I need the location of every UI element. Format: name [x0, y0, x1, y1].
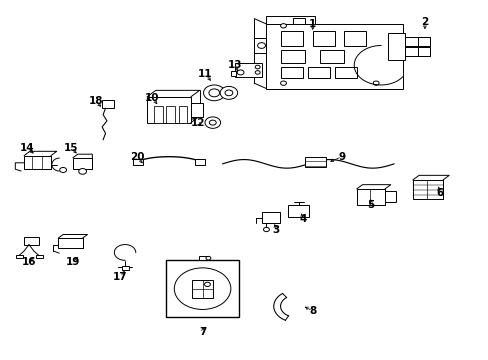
Bar [312, 31, 334, 45]
Bar [16, 255, 23, 258]
Bar [344, 31, 366, 45]
Circle shape [224, 90, 232, 96]
Bar [281, 67, 303, 78]
Bar [36, 255, 42, 258]
Circle shape [280, 24, 286, 28]
Text: 18: 18 [88, 96, 103, 106]
Text: 3: 3 [272, 225, 279, 235]
Bar [305, 157, 325, 167]
Bar [307, 67, 329, 78]
Bar [198, 256, 208, 260]
Circle shape [372, 81, 378, 85]
Text: 20: 20 [130, 152, 144, 162]
Bar [281, 50, 305, 63]
Bar [73, 158, 92, 168]
Text: 1: 1 [308, 19, 316, 29]
Text: 9: 9 [338, 152, 345, 162]
Bar [384, 192, 395, 202]
Bar [166, 106, 175, 123]
Text: 15: 15 [64, 143, 79, 153]
Bar [266, 24, 402, 89]
Bar [402, 47, 429, 56]
Bar [417, 47, 429, 56]
Text: 13: 13 [227, 60, 242, 70]
Text: 10: 10 [144, 93, 159, 103]
Circle shape [237, 70, 244, 75]
Bar [154, 106, 163, 123]
Bar [254, 39, 266, 53]
Bar [293, 18, 305, 24]
Bar [261, 212, 280, 223]
Bar [122, 266, 129, 270]
Circle shape [255, 65, 260, 69]
Circle shape [209, 120, 216, 125]
Bar [412, 180, 442, 199]
Circle shape [220, 86, 237, 99]
Bar [288, 205, 308, 217]
Circle shape [257, 42, 265, 48]
Circle shape [203, 85, 224, 101]
Bar [166, 260, 238, 317]
Circle shape [79, 168, 86, 174]
Circle shape [255, 71, 260, 74]
Bar [191, 280, 213, 298]
Bar [58, 238, 82, 248]
Text: 17: 17 [113, 272, 127, 282]
Bar [234, 63, 261, 77]
Text: 4: 4 [299, 215, 306, 224]
Bar [147, 97, 190, 123]
Bar [387, 33, 405, 60]
Bar [102, 100, 114, 108]
Circle shape [204, 117, 220, 129]
Bar [320, 50, 344, 63]
Text: 6: 6 [435, 188, 442, 198]
Bar [230, 71, 235, 76]
Text: 16: 16 [21, 257, 36, 267]
Text: 8: 8 [308, 306, 316, 316]
Text: 19: 19 [65, 257, 80, 267]
Bar [195, 159, 204, 165]
Circle shape [204, 282, 210, 287]
Text: 11: 11 [198, 69, 212, 79]
Bar [334, 67, 356, 78]
Bar [266, 16, 315, 24]
Bar [281, 31, 303, 45]
Bar [178, 106, 187, 123]
Circle shape [174, 268, 230, 310]
Circle shape [208, 89, 219, 97]
Bar [356, 189, 384, 205]
Text: 7: 7 [199, 327, 206, 337]
Bar [402, 37, 429, 45]
Bar [132, 159, 142, 165]
Bar [417, 37, 429, 45]
Text: 5: 5 [367, 200, 374, 210]
Circle shape [205, 256, 210, 260]
Circle shape [263, 227, 269, 231]
Text: 14: 14 [20, 143, 35, 153]
Circle shape [60, 167, 66, 172]
Text: 2: 2 [421, 17, 427, 27]
Text: 12: 12 [190, 118, 205, 128]
Bar [24, 237, 39, 244]
Bar [24, 156, 51, 169]
Bar [190, 103, 203, 117]
Circle shape [280, 81, 286, 85]
